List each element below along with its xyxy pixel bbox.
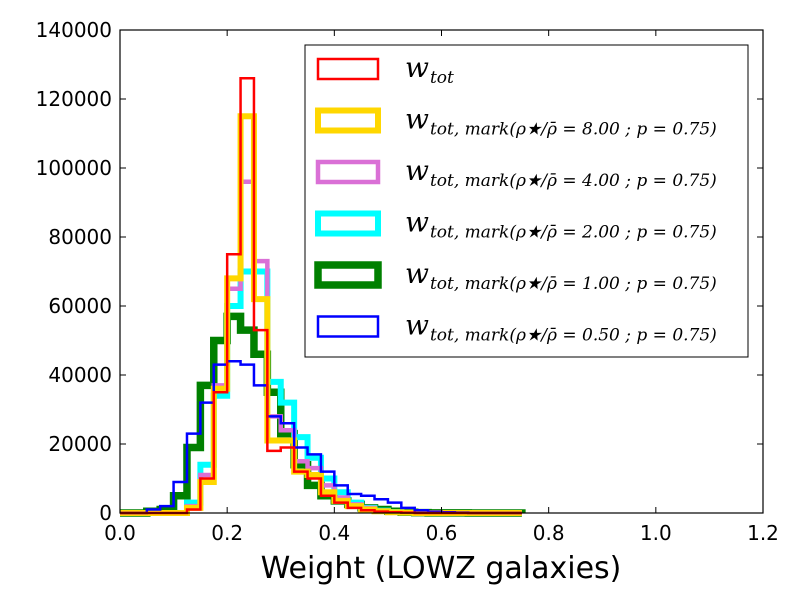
series-5-step: [120, 359, 522, 515]
legend-swatch-1: [315, 107, 381, 134]
y-tick-label-3: 60000: [48, 294, 112, 318]
legend-swatch-4: [314, 261, 382, 289]
y-tick-label-5: 100000: [36, 156, 112, 180]
x-tick-label-3: 0.6: [426, 521, 458, 545]
legend-label-5: wtot, mark(ρ★/ρ̄ = 0.50 ; p = 0.75): [405, 309, 717, 346]
x-tick-label-2: 0.4: [318, 521, 350, 545]
legend-label-0: wtot: [405, 51, 454, 88]
y-tick-label-1: 20000: [48, 432, 112, 456]
x-axis-title: Weight (LOWZ galaxies): [261, 551, 622, 586]
legend-swatch-2: [315, 159, 381, 185]
y-tick-label-0: 0: [99, 501, 112, 525]
y-tick-label-7: 140000: [36, 18, 112, 42]
x-tick-label-0: 0.0: [104, 521, 136, 545]
legend: wtot wtot, mark(ρ★/ρ̄ = 8.00 ; p = 0.75) w…: [304, 44, 749, 358]
legend-label-4: wtot, mark(ρ★/ρ̄ = 1.00 ; p = 0.75): [405, 257, 717, 294]
x-tick-label-5: 1.0: [640, 521, 672, 545]
legend-swatch-5: [316, 315, 380, 338]
x-tick-label-4: 0.8: [533, 521, 565, 545]
y-tick-label-4: 80000: [48, 225, 112, 249]
legend-label-1: wtot, mark(ρ★/ρ̄ = 8.00 ; p = 0.75): [405, 103, 717, 140]
x-tick-label-1: 0.2: [211, 521, 243, 545]
legend-frame: [304, 44, 749, 358]
tick-layer: 0.0 0.2 0.4 0.6 0.8 1.0 1.2 0 20000 40000 60000 800…: [36, 18, 779, 545]
legend-swatch-3: [315, 210, 381, 237]
y-tick-label-2: 40000: [48, 363, 112, 387]
legend-label-3: wtot, mark(ρ★/ρ̄ = 2.00 ; p = 0.75): [405, 206, 717, 243]
x-tick-label-6: 1.2: [747, 521, 779, 545]
legend-swatch-0: [316, 57, 380, 81]
y-tick-label-6: 120000: [36, 87, 112, 111]
legend-label-2: wtot, mark(ρ★/ρ̄ = 4.00 ; p = 0.75): [405, 154, 717, 191]
